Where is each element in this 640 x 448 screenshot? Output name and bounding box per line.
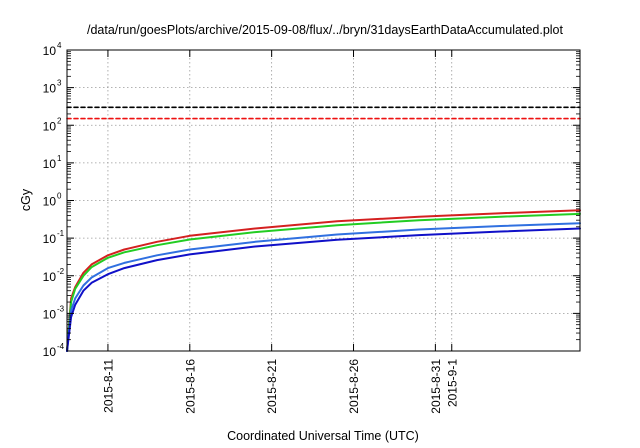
- y-tick-exponent: -3: [57, 304, 65, 313]
- y-axis-label: cGy: [19, 188, 33, 211]
- y-tick-label: 10: [43, 44, 57, 58]
- x-axis-label: Coordinated Universal Time (UTC): [227, 429, 419, 443]
- x-tick-label: 2015-8-26: [347, 359, 361, 414]
- y-tick-exponent: 1: [57, 154, 62, 163]
- y-tick-label: 10: [43, 82, 57, 96]
- y-tick-label: 10: [43, 345, 57, 359]
- grid: [67, 50, 580, 351]
- x-tick-label: 2015-8-31: [429, 359, 443, 414]
- x-tick-label: 2015-8-16: [183, 359, 197, 414]
- y-tick-label: 10: [43, 307, 57, 321]
- dose-series-line: [66, 227, 581, 352]
- y-tick-exponent: 2: [57, 116, 62, 125]
- y-tick-exponent: -2: [57, 267, 65, 276]
- y-tick-exponent: 0: [57, 192, 62, 201]
- y-tick-exponent: 3: [57, 79, 62, 88]
- dose-series-line: [66, 222, 581, 352]
- x-tick-label: 2015-9-1: [445, 359, 459, 407]
- dose-series-line: [66, 209, 581, 352]
- x-tick-label: 2015-8-11: [101, 359, 115, 413]
- series-lines: [66, 106, 581, 352]
- y-tick-exponent: -1: [57, 229, 65, 238]
- x-axis-ticks: 2015-8-11 2015-8-16 2015-8-21 2015-8-26 2015…: [101, 50, 459, 414]
- y-tick-exponent: -4: [57, 342, 65, 351]
- dose-series-line: [66, 212, 581, 352]
- y-tick-label: 10: [43, 157, 57, 171]
- y-tick-label: 10: [43, 232, 57, 246]
- x-tick-label: 2015-8-21: [265, 359, 279, 414]
- y-tick-label: 10: [43, 119, 57, 133]
- y-tick-label: 10: [43, 195, 57, 209]
- y-tick-exponent: 4: [57, 41, 62, 50]
- y-tick-label: 10: [43, 270, 57, 284]
- chart-title: /data/run/goesPlots/archive/2015-09-08/f…: [87, 23, 563, 37]
